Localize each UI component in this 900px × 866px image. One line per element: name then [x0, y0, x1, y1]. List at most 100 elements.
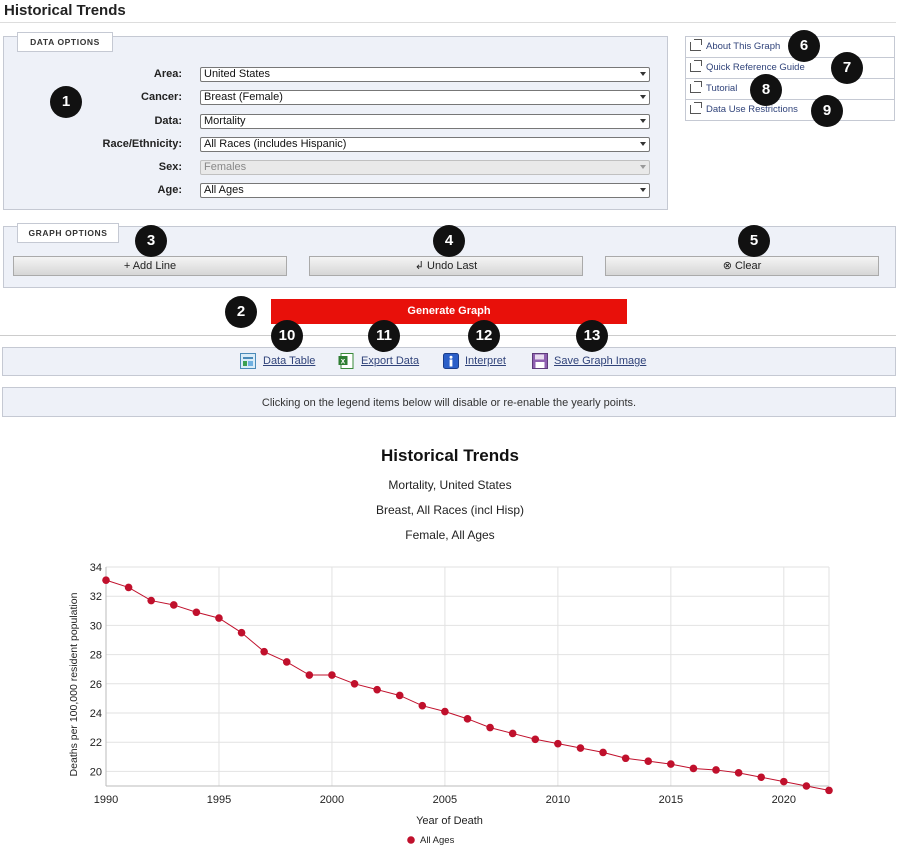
data-point — [644, 757, 653, 765]
callout-badge-4: 4 — [433, 225, 465, 257]
callout-badge-9: 9 — [811, 95, 843, 127]
external-link-icon — [690, 60, 702, 72]
data-point — [508, 729, 517, 738]
data-point — [192, 608, 201, 617]
age-select[interactable]: All Ages — [200, 183, 650, 198]
excel-icon: x — [338, 353, 354, 369]
data-point — [441, 707, 449, 716]
data-point — [328, 671, 336, 679]
callout-badge-3: 3 — [135, 225, 167, 257]
page-title: Historical Trends — [4, 2, 126, 19]
legend-label: All Ages — [420, 835, 455, 846]
side-link-label[interactable]: Quick Reference Guide — [706, 62, 805, 73]
export-data-link[interactable]: Export Data — [361, 355, 420, 367]
title-divider — [0, 22, 896, 23]
interpret-link[interactable]: Interpret — [465, 355, 506, 367]
data-point — [825, 786, 833, 795]
callout-badge-8: 8 — [750, 74, 782, 106]
sex-select: Females — [200, 160, 650, 175]
generate-graph-button[interactable]: Generate Graph — [271, 299, 627, 324]
raceethnicity-select-value: All Races (includes Hispanic) — [204, 138, 347, 150]
callout-badge-1: 1 — [50, 86, 82, 118]
y-tick-label: 26 — [90, 679, 102, 691]
legend-notice: Clicking on the legend items below will … — [2, 387, 896, 417]
data-point — [757, 773, 766, 782]
x-tick-label: 2020 — [772, 794, 796, 806]
chevron-down-icon — [640, 95, 646, 99]
save-graph-image-link[interactable]: Save Graph Image — [554, 355, 647, 367]
side-link-label[interactable]: Data Use Restrictions — [706, 104, 798, 115]
side-link-label[interactable]: About This Graph — [706, 41, 781, 52]
cancer-select-value: Breast (Female) — [204, 91, 283, 103]
x-axis-label: Year of Death — [416, 815, 483, 827]
data-point — [282, 658, 291, 666]
save-disk-icon — [532, 353, 548, 369]
data-point — [418, 701, 427, 710]
x-tick-label: 2010 — [546, 794, 570, 806]
age-select-value: All Ages — [204, 184, 244, 196]
data-select[interactable]: Mortality — [200, 114, 650, 129]
data-point — [621, 754, 630, 763]
data-point — [689, 764, 698, 773]
chart-title: Historical Trends — [381, 446, 519, 465]
cancer-select[interactable]: Breast (Female) — [200, 90, 650, 105]
area-select-value: United States — [204, 68, 271, 80]
chevron-down-icon — [640, 165, 646, 169]
data-point — [169, 601, 178, 609]
data-point — [576, 744, 585, 752]
data-table-icon — [240, 353, 256, 369]
trend-chart: 20 22 24 26 28 30 32 34 1990 1995 2000 2005 2010 2015… — [68, 562, 833, 846]
data-point — [599, 748, 607, 757]
data-label: Data: — [154, 115, 182, 127]
side-link-label[interactable]: Tutorial — [706, 83, 738, 94]
section-divider — [0, 335, 896, 336]
y-tick-label: 24 — [90, 708, 102, 720]
data-point — [780, 777, 788, 786]
y-tick-label: 28 — [90, 650, 102, 662]
x-tick-label: 2005 — [433, 794, 457, 806]
chart-subtitle-1: Mortality, United States — [388, 478, 512, 492]
chevron-down-icon — [640, 119, 646, 123]
legend-item-all-ages[interactable]: All Ages — [407, 835, 455, 846]
side-link-tutorial[interactable]: Tutorial — [685, 79, 895, 100]
clear-button[interactable]: ⊗ Clear — [605, 256, 879, 276]
chart-subtitle-2: Breast, All Races (incl Hisp) — [375, 503, 525, 517]
chevron-down-icon — [640, 188, 646, 192]
raceethnicity-select[interactable]: All Races (includes Hispanic) — [200, 137, 650, 152]
area-select[interactable]: United States — [200, 67, 650, 82]
data-point — [463, 715, 472, 723]
sex-label: Sex: — [158, 161, 182, 173]
y-axis-label: Deaths per 100,000 resident population — [68, 592, 80, 776]
svg-text:x: x — [341, 357, 346, 366]
chevron-down-icon — [640, 142, 646, 146]
y-tick-label: 34 — [90, 562, 102, 574]
chart-subtitle-3: Female, All Ages — [405, 528, 495, 542]
side-link-data-use-restrictions[interactable]: Data Use Restrictions — [685, 100, 895, 121]
data-point — [373, 685, 381, 694]
data-point — [531, 735, 540, 744]
x-tick-label: 1990 — [94, 794, 118, 806]
external-link-icon — [690, 39, 702, 51]
undo-last-button[interactable]: ↲ Undo Last — [309, 256, 583, 276]
side-link-quick-reference-guide[interactable]: Quick Reference Guide — [685, 58, 895, 79]
data-point — [260, 647, 268, 656]
data-point — [305, 671, 314, 679]
data-point — [802, 782, 811, 790]
callout-badge-5: 5 — [738, 225, 770, 257]
data-point — [712, 766, 720, 774]
sex-select-value: Females — [204, 161, 247, 173]
callout-badge-11: 11 — [368, 320, 400, 352]
series-line — [105, 579, 830, 791]
x-tick-label: 2015 — [659, 794, 683, 806]
y-tick-label: 32 — [90, 591, 102, 603]
data-point — [102, 576, 110, 584]
y-tick-label: 20 — [90, 766, 102, 778]
callout-badge-13: 13 — [576, 320, 608, 352]
external-link-icon — [690, 102, 702, 114]
x-tick-label: 1995 — [207, 794, 231, 806]
data-point — [215, 614, 223, 622]
data-point — [486, 723, 494, 732]
add-line-button[interactable]: + Add Line — [13, 256, 287, 276]
callout-badge-7: 7 — [831, 52, 863, 84]
data-table-link[interactable]: Data Table — [263, 355, 316, 367]
